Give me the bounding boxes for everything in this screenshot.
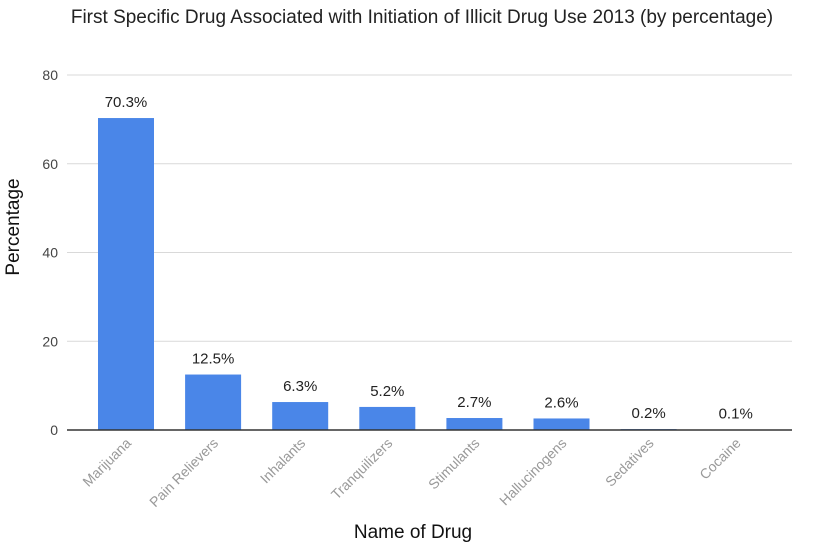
y-tick-label: 40 xyxy=(42,245,58,261)
bar xyxy=(98,118,154,430)
y-tick-label: 20 xyxy=(42,333,58,349)
x-tick-label: Cocaine xyxy=(696,435,744,483)
data-label: 2.7% xyxy=(457,394,491,411)
x-tick-label: Sedatives xyxy=(602,435,657,490)
data-labels: 70.3% 12.5% 6.3% 5.2% 2.7% 2.6% 0.2% 0.1% xyxy=(105,94,753,423)
data-label: 2.6% xyxy=(544,394,578,411)
x-tick-label: Hallucinogens xyxy=(496,435,570,509)
y-tick-label: 0 xyxy=(50,422,58,438)
data-label: 0.1% xyxy=(719,406,753,423)
x-tick-label: Marijuana xyxy=(79,435,134,490)
chart-title: First Specific Drug Associated with Init… xyxy=(71,7,773,28)
x-tick-label: Stimulants xyxy=(425,435,483,493)
bars xyxy=(98,118,764,430)
x-tick-label: Pain Relievers xyxy=(146,435,221,510)
bar xyxy=(185,374,242,430)
y-tick-label: 60 xyxy=(42,156,58,172)
x-tick-label: Tranquilizers xyxy=(328,435,396,503)
data-label: 12.5% xyxy=(192,351,235,368)
x-tick-label: Inhalants xyxy=(257,435,308,486)
bar xyxy=(533,418,590,430)
data-label: 6.3% xyxy=(283,378,317,395)
bar xyxy=(359,406,416,430)
x-axis-category-labels: Marijuana Pain Relievers Inhalants Tranquil… xyxy=(79,435,744,510)
bar xyxy=(272,402,329,430)
data-label: 5.2% xyxy=(370,383,404,400)
bar xyxy=(446,418,503,430)
data-label: 0.2% xyxy=(631,405,665,422)
y-axis-ticks: 0 20 40 60 80 xyxy=(42,67,58,438)
y-tick-label: 80 xyxy=(42,67,58,83)
y-axis-title: Percentage xyxy=(3,178,24,275)
x-axis-title: Name of Drug xyxy=(354,522,472,543)
grid-lines xyxy=(67,74,792,342)
data-label: 70.3% xyxy=(105,94,148,111)
